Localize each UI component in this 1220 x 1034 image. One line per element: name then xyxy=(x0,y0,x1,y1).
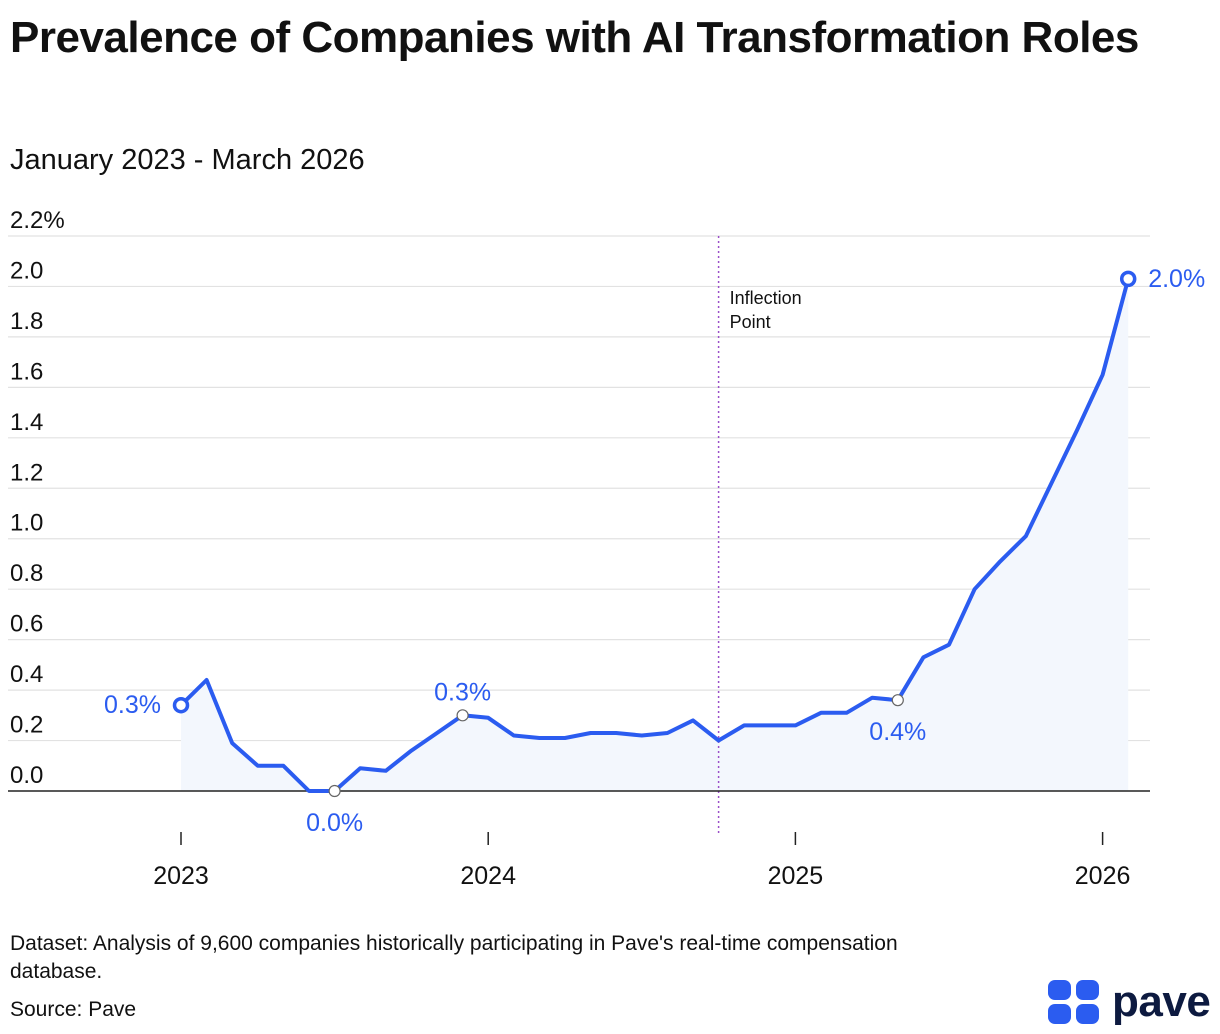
y-tick-label: 2.0 xyxy=(10,257,43,284)
y-tick-label: 2.2% xyxy=(10,207,65,234)
data-marker xyxy=(172,696,190,714)
x-tick-label: 2025 xyxy=(768,862,824,890)
y-tick-label: 0.4 xyxy=(10,661,43,688)
series-area xyxy=(181,278,1129,791)
y-tick-label: 1.2 xyxy=(10,459,43,486)
chart-subtitle: January 2023 - March 2026 xyxy=(10,144,365,176)
data-marker xyxy=(1119,270,1137,288)
data-label: 0.3% xyxy=(434,678,491,706)
chart-title: Prevalence of Companies with AI Transfor… xyxy=(10,13,1139,62)
inflection-label: Point xyxy=(730,312,771,332)
y-tick-label: 0.2 xyxy=(10,712,43,739)
pave-logo-icon xyxy=(1048,980,1100,1024)
data-label: 0.4% xyxy=(869,718,926,746)
y-tick-label: 0.8 xyxy=(10,560,43,587)
pave-logo-text: pave xyxy=(1112,977,1211,1026)
data-label: 2.0% xyxy=(1148,265,1205,293)
y-tick-label: 1.0 xyxy=(10,510,43,537)
dataset-note: Dataset: Analysis of 9,600 companies his… xyxy=(10,932,898,983)
x-tick-label: 2024 xyxy=(460,862,516,890)
y-tick-label: 0.6 xyxy=(10,611,43,638)
data-marker xyxy=(328,784,341,798)
source-note: Source: Pave xyxy=(10,998,137,1021)
data-label: 0.3% xyxy=(104,691,161,719)
y-tick-label: 1.6 xyxy=(10,358,43,385)
y-tick-label: 1.8 xyxy=(10,308,43,335)
pave-logo: pave xyxy=(1048,977,1211,1026)
x-tick-label: 2023 xyxy=(153,862,209,890)
data-marker xyxy=(891,694,904,707)
inflection-label: Inflection xyxy=(730,288,802,308)
x-tick-label: 2026 xyxy=(1075,862,1131,890)
data-label: 0.0% xyxy=(306,809,363,837)
y-tick-label: 1.4 xyxy=(10,409,43,436)
y-tick-label: 0.0 xyxy=(10,762,43,789)
data-marker xyxy=(456,709,469,722)
